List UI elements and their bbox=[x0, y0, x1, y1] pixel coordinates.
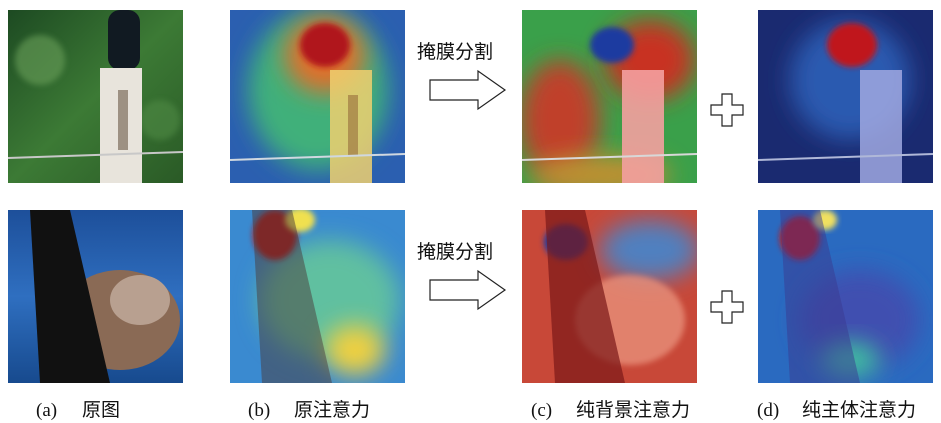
figure: 掩膜分割 掩膜分割 (a) 原图 (b) 原注意力 (c) 纯背景注意力 (d)… bbox=[0, 0, 941, 423]
caption-text: 纯背景注意力 bbox=[576, 399, 690, 421]
caption-text: 纯主体注意力 bbox=[802, 399, 916, 421]
arrow-label: 掩膜分割 bbox=[417, 41, 493, 63]
caption-text: 原注意力 bbox=[294, 399, 370, 421]
image-subject-attention bbox=[758, 210, 933, 383]
image-attention bbox=[230, 208, 405, 383]
image-attention bbox=[230, 10, 405, 183]
caption-label: (c) bbox=[531, 400, 552, 421]
plus-sign bbox=[711, 94, 743, 126]
image-background-attention bbox=[522, 210, 700, 383]
arrow bbox=[430, 71, 505, 109]
image-original bbox=[8, 10, 183, 183]
arrow bbox=[430, 271, 505, 309]
caption-label: (d) bbox=[757, 400, 779, 421]
arrow-label: 掩膜分割 bbox=[417, 241, 493, 263]
plus-sign bbox=[711, 291, 743, 323]
caption-text: 原图 bbox=[82, 400, 120, 421]
image-original bbox=[8, 210, 183, 383]
image-background-attention bbox=[520, 10, 697, 195]
caption-label: (a) bbox=[36, 400, 57, 421]
image-subject-attention bbox=[758, 10, 933, 183]
caption-label: (b) bbox=[248, 400, 270, 421]
